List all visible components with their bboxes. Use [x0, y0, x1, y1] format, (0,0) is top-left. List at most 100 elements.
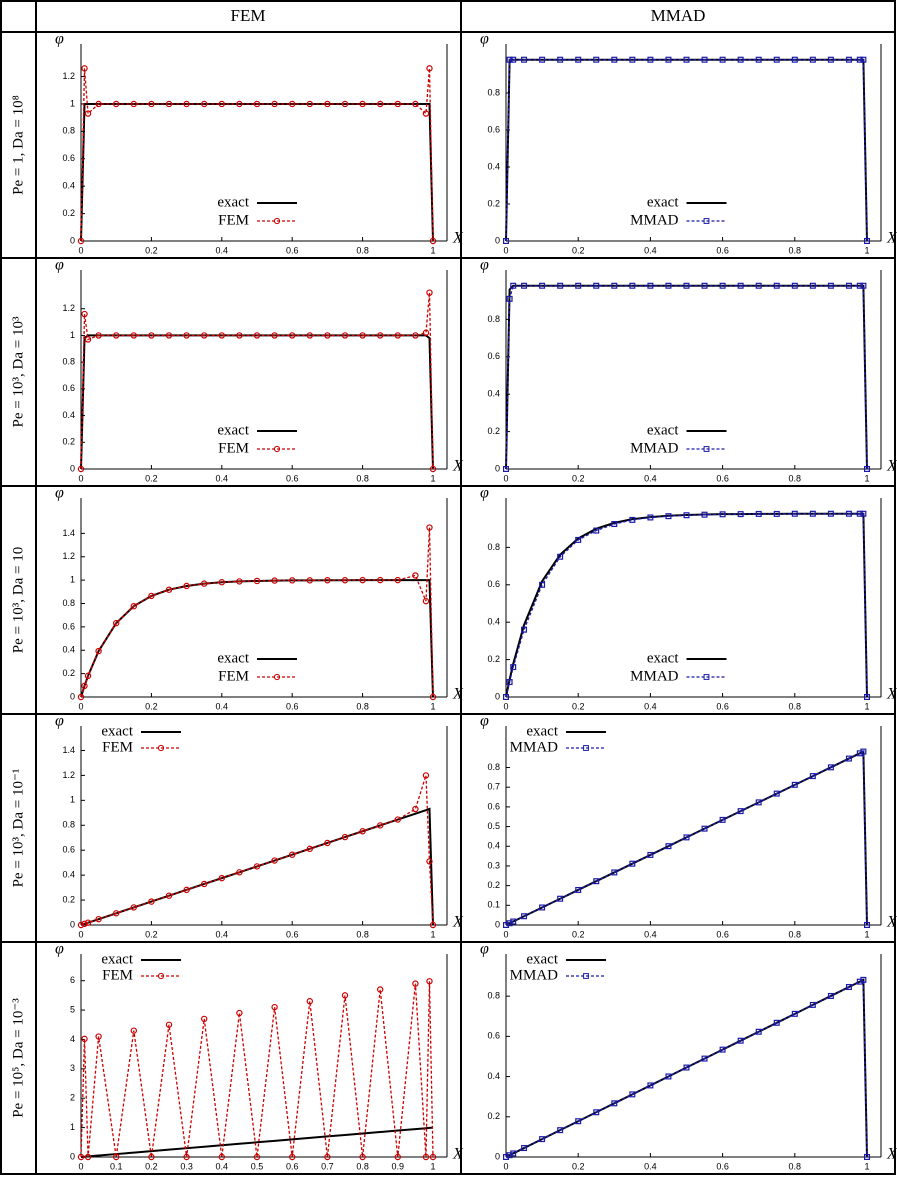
marker [510, 56, 517, 63]
x-tick-label: 0.6 [716, 245, 729, 255]
x-tick-label: 0.8 [789, 245, 802, 255]
y-tick-label: 0.2 [487, 426, 500, 436]
marker [271, 857, 278, 864]
marker [253, 863, 261, 870]
x-tick-label: 0.8 [789, 701, 802, 711]
marker [95, 915, 102, 923]
marker [791, 1010, 798, 1017]
y-tick-label: 0.4 [62, 870, 75, 880]
x-tick-label: 0.4 [216, 1161, 229, 1171]
marker [593, 878, 600, 885]
marker [394, 816, 401, 823]
series-line [80, 292, 434, 470]
marker [324, 577, 331, 584]
y-tick-label: 3 [70, 1063, 75, 1073]
y-tick-label: 0.6 [487, 351, 500, 361]
marker [429, 237, 437, 245]
y-tick-label: 0.4 [62, 181, 75, 191]
legend-marker [703, 218, 710, 224]
marker [683, 512, 690, 519]
marker [271, 332, 278, 339]
y-tick-label: 0.6 [487, 801, 500, 811]
marker [737, 1037, 744, 1044]
marker [130, 100, 137, 108]
x-tick-label: 0.8 [356, 701, 369, 711]
y-tick-label: 0.1 [487, 900, 500, 910]
y-axis-label: φ [55, 941, 64, 958]
marker [510, 918, 517, 925]
marker [148, 332, 155, 339]
y-tick-label: 0 [495, 235, 500, 245]
marker [683, 56, 690, 63]
y-tick-label: 1 [70, 1122, 75, 1132]
marker [112, 100, 120, 108]
legend-label: exact [101, 951, 133, 967]
y-tick-label: 2 [70, 1093, 75, 1103]
y-tick-label: 0.4 [487, 1071, 500, 1081]
marker [845, 984, 852, 991]
legend-label: MMAD [510, 739, 559, 755]
marker [719, 511, 726, 518]
marker [77, 693, 85, 701]
marker [200, 100, 208, 108]
x-tick-label: 0.4 [216, 473, 229, 483]
marker [629, 282, 636, 289]
marker [827, 282, 834, 289]
marker [506, 56, 513, 63]
marker [773, 1019, 780, 1026]
marker [506, 295, 513, 302]
x-axis-label: X [886, 914, 897, 931]
marker [791, 510, 798, 517]
x-tick-label: 0.2 [145, 473, 158, 483]
marker [341, 100, 349, 108]
x-tick-label: 0.2 [145, 929, 158, 939]
marker [77, 921, 85, 929]
marker [647, 282, 654, 289]
marker [377, 822, 384, 829]
x-axis-label: X [452, 686, 464, 703]
marker [359, 332, 366, 339]
y-tick-label: 0.2 [62, 208, 75, 218]
marker [112, 332, 120, 339]
legend-label: FEM [102, 967, 133, 983]
x-tick-label: 0.2 [572, 245, 585, 255]
marker [611, 521, 618, 528]
y-tick-label: 0.6 [487, 579, 500, 589]
marker [341, 833, 349, 841]
y-tick-label: 0.2 [487, 654, 500, 664]
x-tick-label: 0 [78, 1161, 83, 1171]
y-axis-label: φ [480, 31, 489, 48]
y-tick-label: 1 [70, 98, 75, 108]
marker [324, 1153, 331, 1161]
x-tick-label: 1 [864, 245, 869, 255]
legend-label: exact [647, 194, 679, 210]
y-tick-label: 0 [495, 691, 500, 701]
marker [845, 282, 852, 289]
marker [827, 56, 834, 63]
x-tick-label: 0 [78, 245, 83, 255]
y-tick-label: 0.4 [487, 161, 500, 171]
y-tick-label: 0.4 [487, 841, 500, 851]
marker [647, 1082, 654, 1089]
row-label: Pe = 10³, Da = 10⁻¹ [10, 769, 26, 888]
marker [422, 110, 430, 117]
x-tick-label: 0.9 [392, 1161, 405, 1171]
x-axis-label: X [452, 458, 464, 475]
legend-label: FEM [218, 668, 249, 684]
series-line [505, 750, 868, 926]
marker [95, 1033, 102, 1040]
marker [324, 100, 331, 108]
marker [755, 56, 762, 63]
marker [165, 1021, 173, 1028]
marker [506, 920, 513, 927]
marker [306, 998, 313, 1005]
marker [737, 511, 744, 518]
marker [863, 466, 870, 473]
x-tick-label: 0 [503, 1161, 508, 1171]
y-tick-label: 0.5 [487, 821, 500, 831]
marker [253, 100, 261, 108]
column-header: FEM [231, 6, 266, 25]
marker [359, 828, 366, 835]
x-tick-label: 0.4 [644, 473, 657, 483]
x-axis-label: X [886, 1146, 897, 1163]
